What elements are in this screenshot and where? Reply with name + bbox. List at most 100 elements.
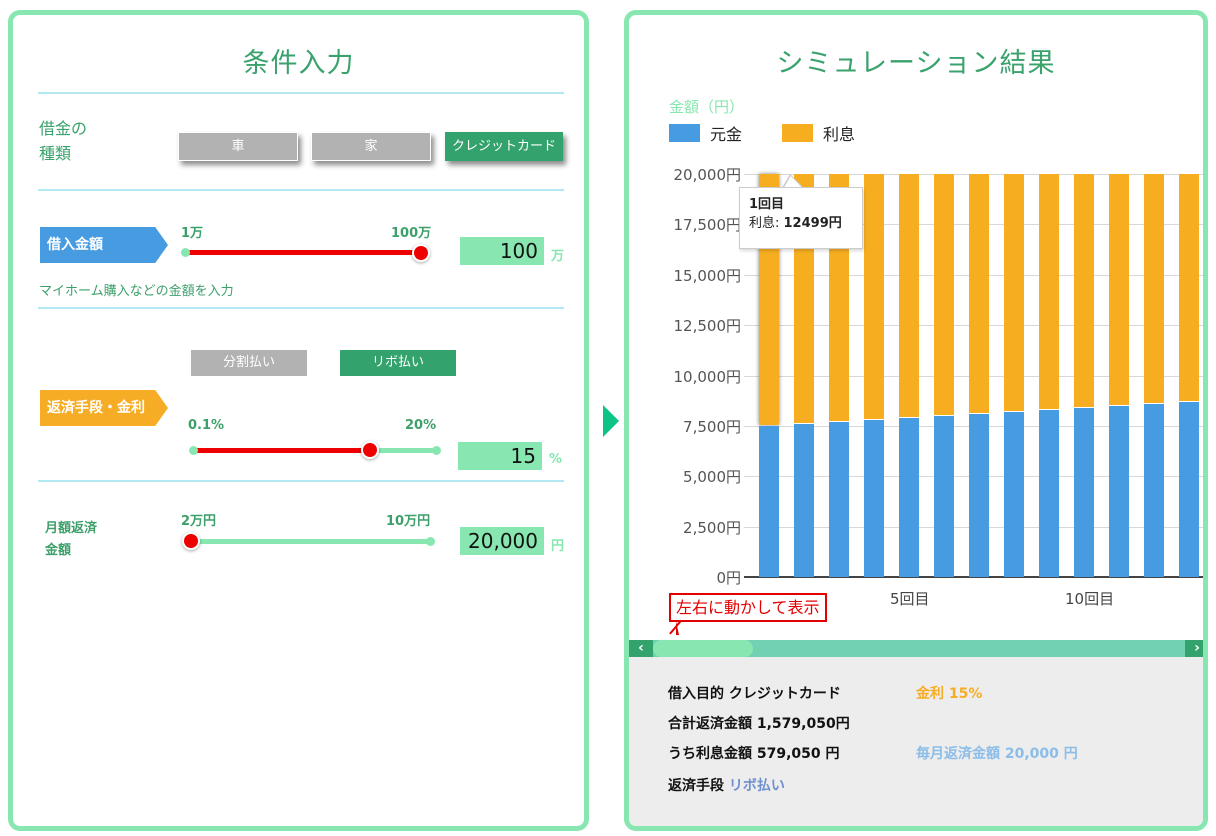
summary-interest: うち利息金額 579,050 円 bbox=[668, 743, 840, 763]
monthly-value-field[interactable]: 20,000 bbox=[460, 527, 544, 555]
monthly-label: 月額返済 金額 bbox=[45, 518, 97, 562]
chart-bar[interactable] bbox=[1074, 174, 1094, 577]
arrow-right-icon bbox=[603, 405, 619, 437]
chart-bar[interactable] bbox=[1179, 174, 1199, 577]
loan-type-label: 借金の 種類 bbox=[39, 116, 87, 166]
results-panel: シミュレーション結果 金額（円） 元金 利息 0円 2,500円 5,000円 7,5… bbox=[624, 10, 1208, 831]
amount-slider-thumb[interactable] bbox=[412, 244, 430, 262]
loan-type-label-line1: 借金の bbox=[39, 119, 88, 138]
bar-principal-segment[interactable] bbox=[1109, 405, 1129, 577]
bar-principal-segment[interactable] bbox=[899, 418, 919, 577]
divider bbox=[38, 307, 564, 309]
divider bbox=[38, 480, 564, 482]
legend-principal-label: 元金 bbox=[710, 125, 743, 144]
bar-principal-segment[interactable] bbox=[934, 416, 954, 577]
bar-principal-segment[interactable] bbox=[794, 423, 814, 577]
bar-principal-segment[interactable] bbox=[1179, 401, 1199, 577]
tooltip-value: 12499円 bbox=[783, 216, 842, 231]
method-rate-tag: 返済手段・金利 bbox=[40, 390, 168, 426]
bar-interest-segment[interactable] bbox=[934, 174, 954, 416]
bar-principal-segment[interactable] bbox=[969, 414, 989, 577]
rate-slider-end bbox=[432, 446, 441, 455]
y-tick-label: 12,500円 bbox=[673, 317, 742, 336]
installment-button[interactable]: 分割払い bbox=[191, 350, 307, 376]
divider bbox=[38, 92, 564, 94]
monthly-unit: 円 bbox=[551, 539, 565, 554]
bar-interest-segment[interactable] bbox=[969, 174, 989, 414]
summary-purpose-label: 借入目的 bbox=[668, 686, 724, 702]
amount-value-field[interactable]: 100 bbox=[460, 237, 544, 265]
chart-y-axis-title: 金額（円） bbox=[669, 98, 745, 116]
monthly-slider-track[interactable] bbox=[189, 539, 433, 544]
scrollbar-thumb[interactable] bbox=[653, 640, 753, 657]
legend-interest[interactable]: 利息 bbox=[782, 121, 855, 145]
bar-principal-segment[interactable] bbox=[864, 420, 884, 577]
legend-interest-label: 利息 bbox=[823, 125, 856, 144]
bar-principal-segment[interactable] bbox=[1144, 403, 1164, 577]
scroll-hint-tail bbox=[676, 621, 679, 635]
bar-principal-segment[interactable] bbox=[1074, 407, 1094, 577]
chart-bar[interactable] bbox=[899, 174, 919, 577]
rate-value-field[interactable]: 15 bbox=[458, 442, 542, 470]
x-axis-line bbox=[744, 576, 1203, 578]
chart-horizontal-scrollbar[interactable]: ‹ › bbox=[629, 640, 1203, 657]
bar-interest-segment[interactable] bbox=[1179, 174, 1199, 401]
chart-bar[interactable] bbox=[934, 174, 954, 577]
x-tick-label: 5回目 bbox=[890, 590, 930, 608]
bar-interest-segment[interactable] bbox=[899, 174, 919, 418]
amount-hint: マイホーム購入などの金額を入力 bbox=[39, 284, 234, 299]
chart-bar[interactable] bbox=[969, 174, 989, 577]
summary-box: 借入目的 クレジットカード 金利 15% 合計返済金額 1,579,050円 う… bbox=[629, 657, 1203, 826]
chart-bar[interactable] bbox=[1004, 174, 1024, 577]
bar-interest-segment[interactable] bbox=[1109, 174, 1129, 405]
summary-method-label: 返済手段 bbox=[668, 778, 724, 794]
amount-slider-fill bbox=[189, 250, 421, 255]
loan-type-credit-card-button[interactable]: クレジットカード bbox=[445, 132, 563, 161]
divider bbox=[38, 189, 564, 191]
y-axis: 0円 2,500円 5,000円 7,500円 10,000円 12,500円 15,000… bbox=[644, 15, 742, 615]
monthly-min-label: 2万円 bbox=[181, 514, 217, 529]
bar-principal-segment[interactable] bbox=[1039, 410, 1059, 577]
y-tick-label: 7,500円 bbox=[683, 417, 741, 436]
summary-total-label: 合計返済金額 bbox=[668, 716, 752, 732]
chart-bar[interactable] bbox=[864, 174, 884, 577]
tooltip-line: 利息: 12499円 bbox=[749, 214, 862, 233]
monthly-slider-thumb[interactable] bbox=[182, 532, 200, 550]
bar-interest-segment[interactable] bbox=[1144, 174, 1164, 403]
loan-type-house-button[interactable]: 家 bbox=[311, 132, 431, 161]
rate-slider-fill bbox=[197, 448, 369, 453]
summary-method: 返済手段 リボ払い bbox=[668, 775, 785, 795]
bar-interest-segment[interactable] bbox=[1004, 174, 1024, 412]
revolving-button[interactable]: リボ払い bbox=[340, 350, 456, 376]
rate-slider-thumb[interactable] bbox=[361, 441, 379, 459]
bar-principal-segment[interactable] bbox=[829, 422, 849, 577]
summary-monthly-label: 毎月返済金額 bbox=[916, 746, 1000, 762]
loan-type-label-line2: 種類 bbox=[39, 144, 72, 163]
chevron-left-icon[interactable]: ‹ bbox=[629, 640, 653, 657]
bar-interest-segment[interactable] bbox=[864, 174, 884, 420]
bar-interest-segment[interactable] bbox=[1074, 174, 1094, 407]
x-tick-label: 10回目 bbox=[1065, 590, 1115, 608]
summary-monthly: 毎月返済金額 20,000 円 bbox=[916, 743, 1078, 763]
rate-slider-start bbox=[189, 446, 198, 455]
summary-rate-label: 金利 bbox=[916, 686, 944, 702]
bar-principal-segment[interactable] bbox=[759, 425, 779, 577]
chart-bar[interactable] bbox=[1144, 174, 1164, 577]
rate-unit: % bbox=[549, 452, 563, 467]
chart-bar[interactable] bbox=[1109, 174, 1129, 577]
results-title: シミュレーション結果 bbox=[776, 48, 1056, 79]
summary-interest-label: うち利息金額 bbox=[668, 746, 752, 762]
y-tick-label: 20,000円 bbox=[673, 166, 742, 184]
legend-principal[interactable]: 元金 bbox=[669, 121, 742, 145]
conditions-title: 条件入力 bbox=[242, 48, 355, 79]
amount-tag: 借入金額 bbox=[40, 227, 168, 263]
chevron-right-icon[interactable]: › bbox=[1185, 640, 1203, 657]
summary-interest-value: 579,050 円 bbox=[756, 746, 840, 762]
y-tick-label: 5,000円 bbox=[683, 468, 741, 487]
bar-interest-segment[interactable] bbox=[1039, 174, 1059, 410]
bar-principal-segment[interactable] bbox=[1004, 412, 1024, 577]
chart-bar[interactable] bbox=[1039, 174, 1059, 577]
loan-type-car-button[interactable]: 車 bbox=[178, 132, 298, 161]
amount-min-label: 1万 bbox=[181, 226, 204, 241]
conditions-panel: 条件入力 借金の 種類 車 家 クレジットカード 借入金額 1万 100万 10… bbox=[8, 10, 589, 831]
